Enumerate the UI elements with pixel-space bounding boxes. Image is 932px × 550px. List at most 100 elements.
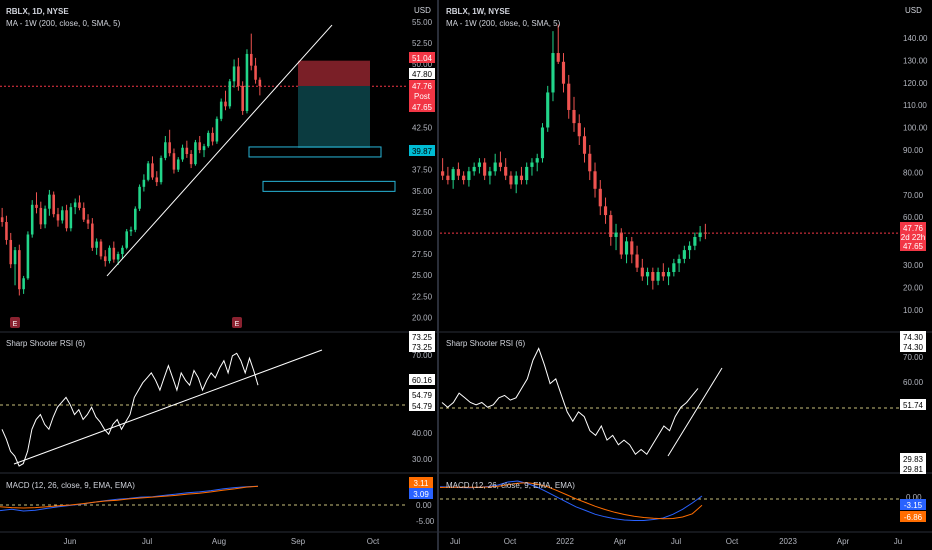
price-badge: 47.80 xyxy=(412,70,433,79)
rsi-badge-bg xyxy=(409,389,435,400)
weekly-chart[interactable]: 140.00 130.00 120.00 110.00 100.00 90.00 80.00… xyxy=(440,0,932,550)
price-badge-bg xyxy=(409,145,435,156)
rsi-badge: 74.30 xyxy=(903,343,924,352)
candle xyxy=(22,278,25,290)
candle xyxy=(91,223,94,248)
candle xyxy=(509,175,513,185)
rsi-badge: 29.81 xyxy=(903,465,924,474)
candle xyxy=(112,247,116,260)
macd-axis-tick: -5.00 xyxy=(416,517,435,526)
rsi-line xyxy=(1,352,259,467)
price-axis-tick: 25.00 xyxy=(412,271,433,280)
price-badge-bg xyxy=(900,231,926,242)
candle xyxy=(483,162,487,176)
candle xyxy=(488,171,492,176)
candle xyxy=(651,272,655,281)
candle xyxy=(561,61,566,84)
earnings-marker: E xyxy=(13,321,18,328)
candle xyxy=(546,92,550,128)
candle xyxy=(207,132,210,147)
x-axis-tick: Apr xyxy=(614,537,627,546)
price-axis-tick: 27.50 xyxy=(412,250,433,259)
rsi-axis-tick: 70.00 xyxy=(903,353,924,362)
candle xyxy=(125,231,128,248)
price-axis-tick: 90.00 xyxy=(903,146,924,155)
candle xyxy=(519,175,524,181)
daily-chart[interactable]: EE55.0052.5050.0047.5045.0042.5040.0037.… xyxy=(0,0,440,550)
candle xyxy=(472,166,476,172)
rsi-badge: 74.30 xyxy=(903,333,924,342)
x-axis-tick: Oct xyxy=(726,537,739,546)
rsi-axis-tick: 70.00 xyxy=(412,351,433,360)
rsi-badge-bg xyxy=(900,399,926,410)
candle xyxy=(228,81,232,107)
candle xyxy=(477,162,481,167)
price-badge-bg xyxy=(409,101,435,112)
price-axis-tick: 42.50 xyxy=(412,124,433,133)
price-axis-tick: 140.00 xyxy=(903,34,928,43)
rsi-axis-tick: 40.00 xyxy=(412,429,433,438)
candle xyxy=(134,208,137,230)
right-currency-label: USD xyxy=(905,6,922,15)
candle xyxy=(202,146,206,151)
rsi-badge: 51.74 xyxy=(903,401,924,410)
candle xyxy=(56,214,60,221)
price-badge-bg xyxy=(900,222,926,233)
support-box xyxy=(248,146,382,158)
right-symbol-title: RBLX, 1W, NYSE xyxy=(446,7,511,16)
macd-badge: -3.15 xyxy=(904,501,923,510)
candle xyxy=(567,83,571,110)
rsi-axis-tick: 30.00 xyxy=(412,455,433,464)
price-badge-bg xyxy=(409,52,435,63)
candle xyxy=(146,163,150,180)
earnings-marker-bg xyxy=(232,317,242,328)
candle xyxy=(9,239,13,265)
candle xyxy=(498,162,503,167)
candle xyxy=(82,207,86,220)
candle xyxy=(603,206,608,216)
price-axis-tick: 22.50 xyxy=(412,292,433,301)
left-ma-indicator-label: MA - 1W (200, close, 0, SMA, 5) xyxy=(6,19,121,28)
price-axis-tick: 10.00 xyxy=(903,306,924,315)
candle xyxy=(78,202,81,208)
candle xyxy=(215,118,219,142)
price-badge: 47.76 xyxy=(412,82,433,91)
candle xyxy=(656,272,660,281)
candle xyxy=(116,254,120,260)
candle xyxy=(103,256,107,262)
candle xyxy=(65,210,68,229)
price-axis-tick: 110.00 xyxy=(903,101,927,110)
price-badge: 47.65 xyxy=(903,242,924,251)
candle xyxy=(52,194,55,215)
candle xyxy=(693,236,697,246)
candle xyxy=(142,179,146,187)
candle xyxy=(232,66,236,82)
macd-badge-bg xyxy=(900,499,926,510)
x-axis-tick: Aug xyxy=(212,537,226,546)
candle xyxy=(530,162,534,167)
candle xyxy=(645,272,650,277)
candle xyxy=(582,136,587,154)
price-axis-tick: 55.00 xyxy=(412,18,433,27)
candle xyxy=(194,142,197,165)
candle xyxy=(176,159,180,170)
rsi-axis-tick: 60.00 xyxy=(903,378,924,387)
candle xyxy=(593,171,597,189)
price-axis-tick: 80.00 xyxy=(903,168,924,177)
price-axis-tick: 30.00 xyxy=(903,261,924,270)
candle xyxy=(95,241,98,248)
price-axis-tick: 35.00 xyxy=(412,187,433,196)
x-axis-tick: Apr xyxy=(837,537,850,546)
candle xyxy=(0,217,4,222)
candle xyxy=(39,207,43,225)
candle xyxy=(258,79,262,86)
candle xyxy=(698,232,702,237)
price-badge: 2d 22h xyxy=(901,233,925,242)
x-axis-tick: Sep xyxy=(291,537,306,546)
rsi-badge: 29.83 xyxy=(903,455,924,464)
x-axis-tick: 2023 xyxy=(779,537,797,546)
rsi-line xyxy=(441,347,699,455)
candle xyxy=(535,158,539,163)
candle xyxy=(86,219,90,224)
candle xyxy=(138,186,141,209)
